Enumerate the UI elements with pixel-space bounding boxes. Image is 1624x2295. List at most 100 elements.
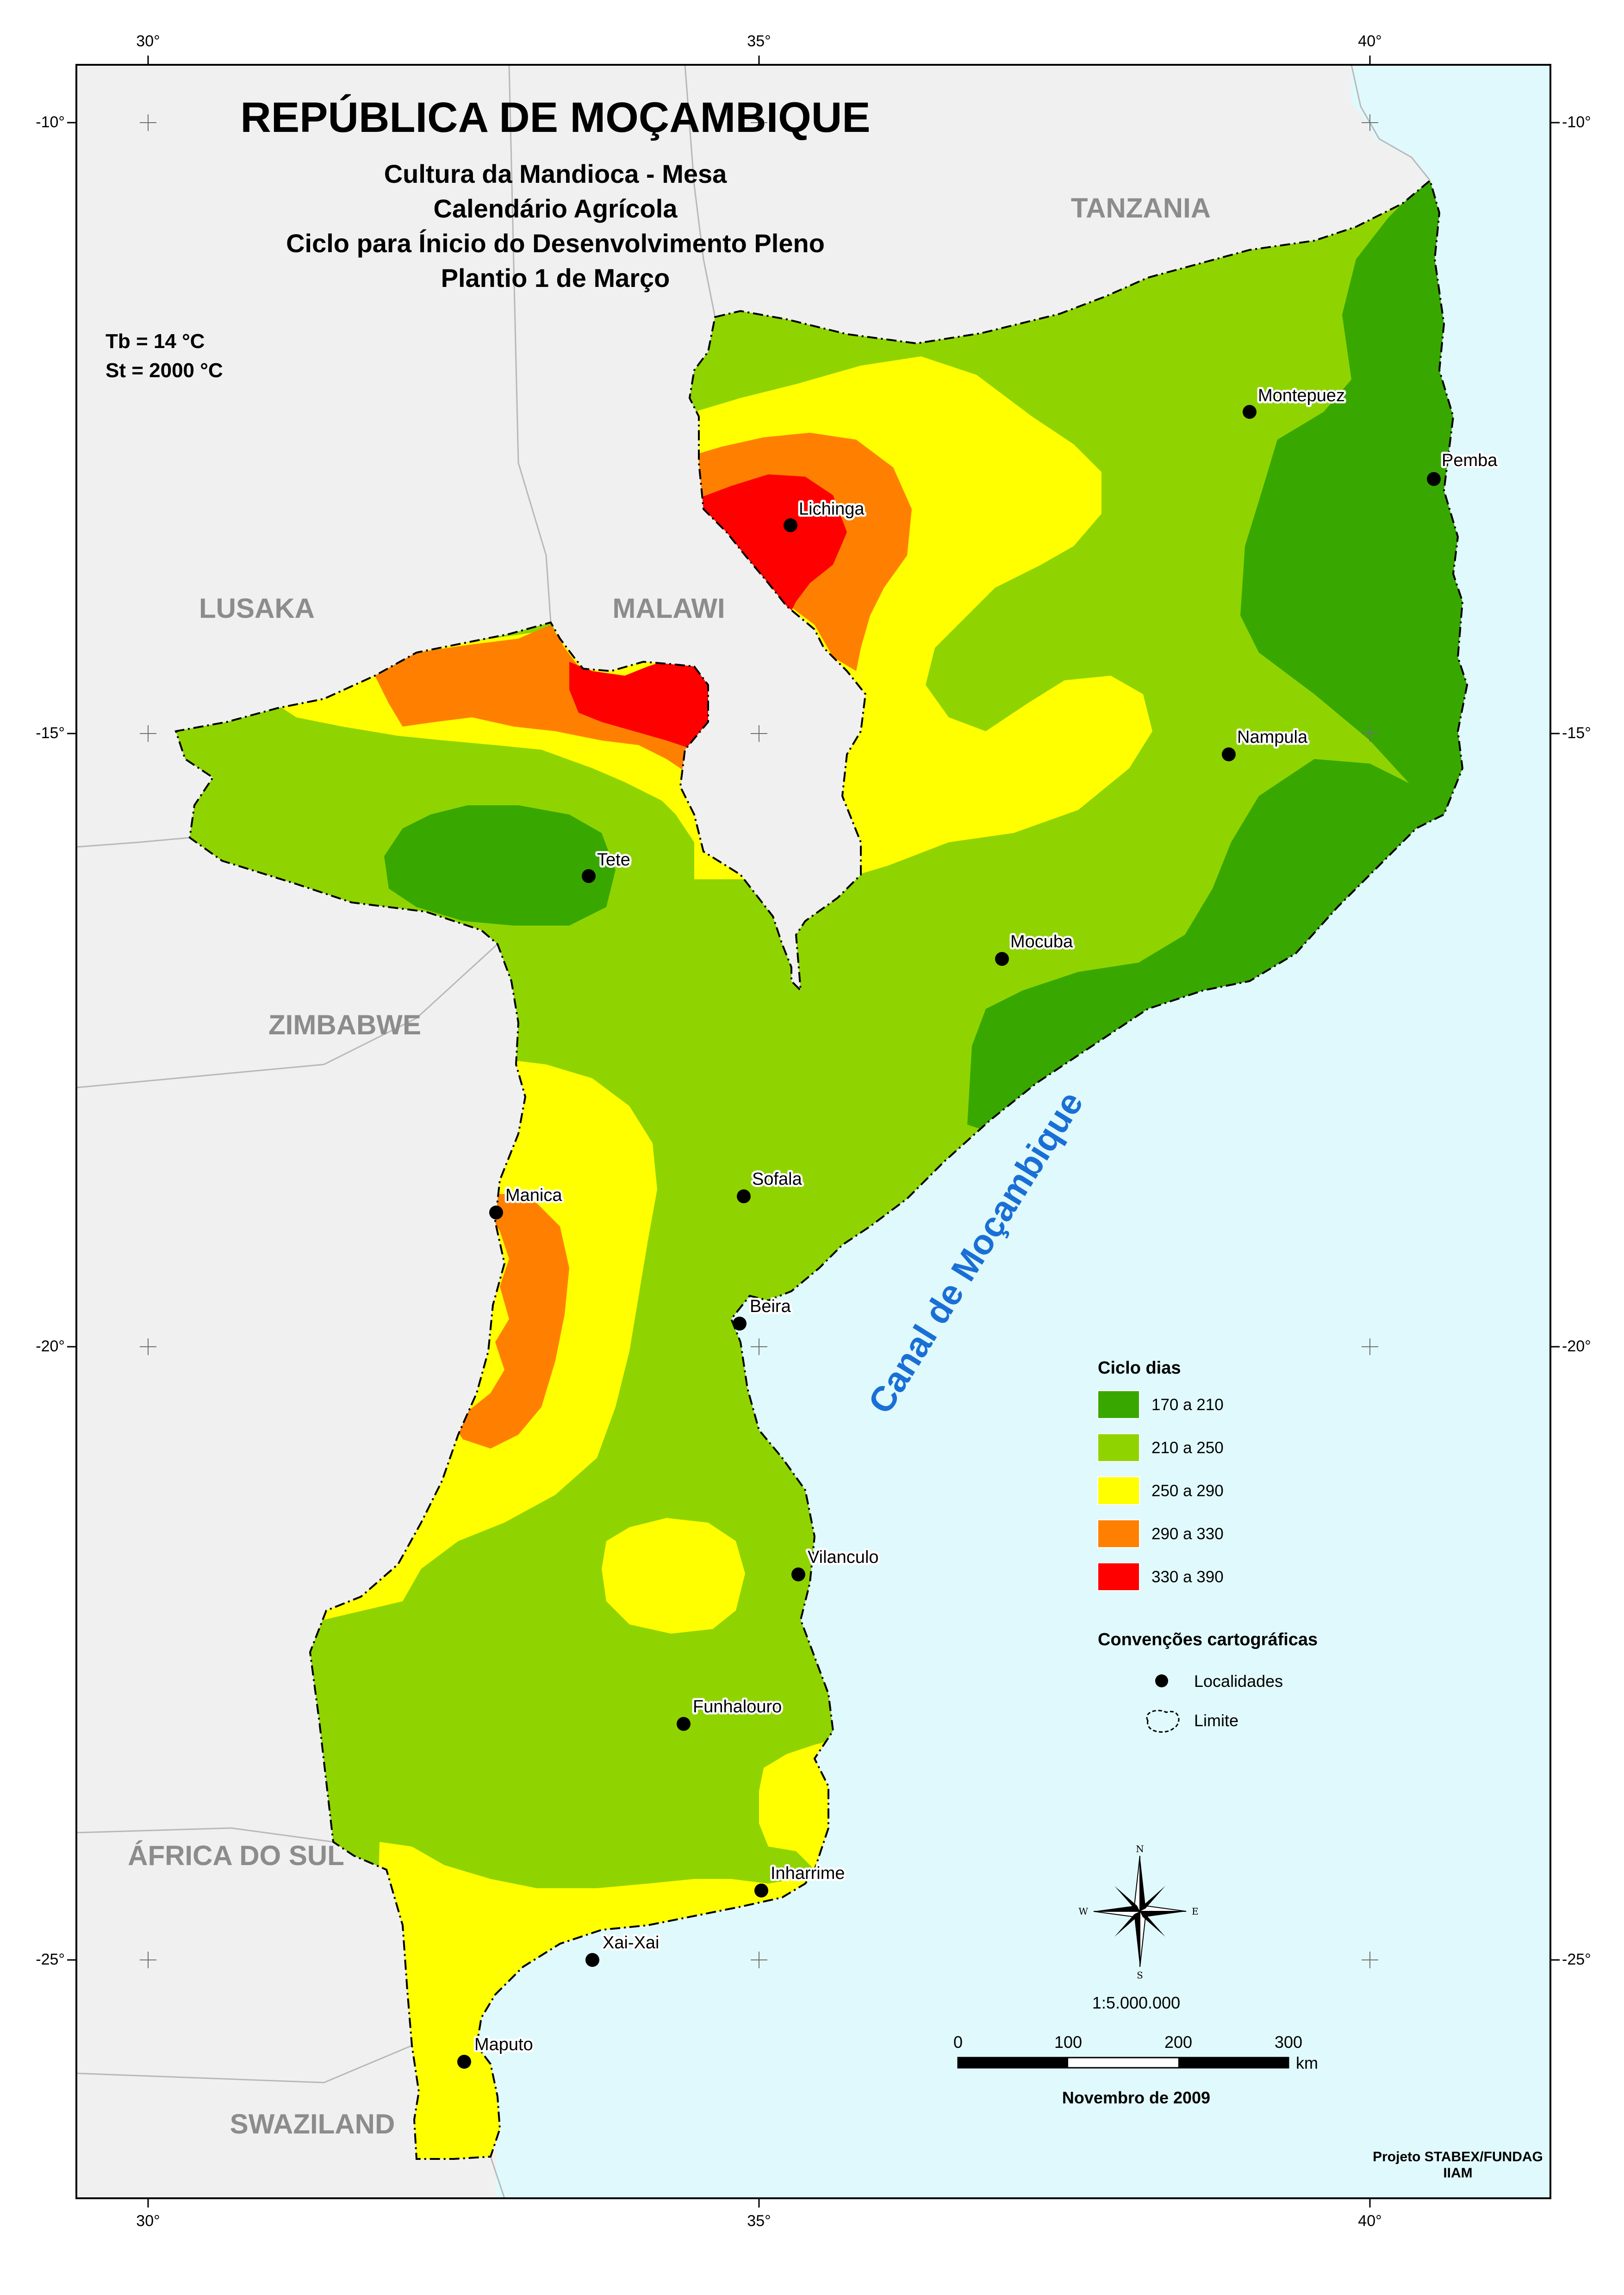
graticule-cross bbox=[751, 1952, 767, 1968]
label-malawi: MALAWI bbox=[612, 593, 725, 624]
label-africa-do-sul: ÁFRICA DO SUL bbox=[128, 1840, 344, 1871]
graticule-cross bbox=[1362, 1338, 1378, 1355]
legend-class-330-390: 330 a 390 bbox=[1097, 1562, 1224, 1591]
legend-class-170-210: 170 a 210 bbox=[1097, 1390, 1224, 1419]
zone-330-390-tete-north bbox=[569, 657, 713, 759]
convention-localidades: Localidades bbox=[1155, 1672, 1283, 1691]
axis-right-20: -20° bbox=[1562, 1337, 1591, 1355]
axis-right-25: -25° bbox=[1562, 1951, 1591, 1968]
axis-bottom-30: 30° bbox=[136, 2212, 160, 2230]
graticule-cross bbox=[1362, 114, 1378, 131]
locality-montepuez: Montepuez bbox=[1243, 384, 1347, 419]
graticule-cross bbox=[1362, 1952, 1378, 1968]
map-title: REPÚBLICA DE MOÇAMBIQUE bbox=[240, 93, 870, 141]
locality-pemba: Pemba bbox=[1427, 449, 1500, 486]
locality-label: Funhalouro bbox=[693, 1697, 782, 1717]
scale-bar-segment-3 bbox=[1178, 2058, 1288, 2068]
axis-top-40: 40° bbox=[1358, 32, 1381, 50]
zone-250-290-vilanculo bbox=[602, 1518, 745, 1634]
scale-bar-segment-1 bbox=[958, 2058, 1068, 2068]
label-swaziland: SWAZILAND bbox=[230, 2108, 395, 2140]
graticule-cross bbox=[140, 1952, 156, 1968]
locality-xai-xai: Xai-Xai bbox=[585, 1931, 661, 1967]
title-block: REPÚBLICA DE MOÇAMBIQUE Cultura da Mandi… bbox=[106, 93, 871, 382]
locality-label: Nampula bbox=[1237, 728, 1308, 747]
zone-170-210-tete bbox=[384, 805, 616, 926]
conventions-title: Convenções cartográficas bbox=[1098, 1630, 1318, 1649]
axis-bottom-40: 40° bbox=[1358, 2212, 1381, 2230]
graticule-cross bbox=[751, 114, 767, 131]
localities: Montepuez Pemba Lichinga Nampula Tete Mo… bbox=[457, 384, 1500, 2069]
locality-label: Inharrime bbox=[771, 1864, 845, 1883]
convention-label: Limite bbox=[1194, 1711, 1238, 1730]
locality-maputo: Maputo bbox=[457, 2033, 535, 2069]
scale-tick-0: 0 bbox=[953, 2033, 963, 2052]
locality-vilanculo: Vilanculo bbox=[791, 1546, 881, 1581]
legend-class-label: 170 a 210 bbox=[1151, 1396, 1224, 1414]
compass-s: S bbox=[1137, 1970, 1143, 1981]
scale-tick-200: 200 bbox=[1164, 2033, 1192, 2052]
compass-e: E bbox=[1192, 1906, 1199, 1917]
locality-inharrime: Inharrime bbox=[754, 1862, 847, 1897]
credit-line-2: IIAM bbox=[1443, 2165, 1472, 2181]
zone-330-390-lichinga bbox=[694, 474, 847, 620]
compass-rose: N S E W bbox=[1078, 1843, 1198, 1981]
scale-block: 1:5.000.000 0 100 200 300 km Novembro de… bbox=[953, 1993, 1318, 2107]
axis-right-15: -15° bbox=[1562, 724, 1591, 742]
map-date: Novembro de 2009 bbox=[1062, 2088, 1210, 2107]
locality-label: Montepuez bbox=[1258, 386, 1345, 405]
subtitle-line-1: Cultura da Mandioca - Mesa bbox=[384, 159, 727, 188]
graticule-cross bbox=[751, 725, 767, 742]
border-tanzania-malawi bbox=[76, 65, 1431, 2198]
label-tanzania: TANZANIA bbox=[1071, 193, 1211, 224]
compass-w: W bbox=[1078, 1906, 1088, 1917]
sea-area bbox=[477, 65, 1550, 2198]
compass-n: N bbox=[1136, 1843, 1144, 1854]
subtitle-line-3: Ciclo para Ínicio do Desenvolvimento Ple… bbox=[286, 229, 825, 258]
subtitle-line-4: Plantio 1 de Março bbox=[441, 263, 670, 292]
locality-funhalouro: Funhalouro bbox=[677, 1695, 784, 1731]
axis-right-10: -10° bbox=[1562, 113, 1591, 131]
country-labels: TANZANIA LUSAKA MALAWI ZIMBABWE ÁFRICA D… bbox=[128, 193, 1211, 2140]
axis-top-30: 30° bbox=[136, 32, 160, 50]
locality-label: Beira bbox=[750, 1297, 791, 1316]
label-zimbabwe: ZIMBABWE bbox=[268, 1009, 421, 1040]
scale-tick-100: 100 bbox=[1054, 2033, 1082, 2052]
param-tb: Tb = 14 °C bbox=[106, 330, 205, 353]
convention-limite: Limite bbox=[1146, 1710, 1238, 1733]
locality-mocuba: Mocuba bbox=[995, 930, 1076, 966]
subtitle-line-2: Calendário Agrícola bbox=[434, 194, 678, 223]
graticule-cross bbox=[140, 1338, 156, 1355]
legend-class-label: 290 a 330 bbox=[1151, 1525, 1224, 1543]
axis-labels: 30° 35° 40° 30° 35° 40° -10° -15° -20° -… bbox=[36, 32, 1591, 2230]
legend-title: Ciclo dias bbox=[1098, 1358, 1181, 1378]
zone-250-290-inharrime bbox=[759, 1740, 833, 1874]
graticule-cross bbox=[140, 114, 156, 131]
legend-class-label: 330 a 390 bbox=[1151, 1568, 1224, 1586]
axis-left-15: -15° bbox=[36, 724, 65, 742]
credit-line-1: Projeto STABEX/FUNDAG bbox=[1373, 2149, 1543, 2164]
locality-label: Maputo bbox=[474, 2035, 533, 2054]
locality-tete: Tete bbox=[582, 848, 632, 883]
locality-beira: Beira bbox=[733, 1295, 793, 1331]
locality-label: Sofala bbox=[752, 1169, 803, 1189]
graticule-cross bbox=[140, 725, 156, 742]
zone-290-330-tete-north bbox=[370, 625, 717, 787]
axis-left-25: -25° bbox=[36, 1951, 65, 1968]
scale-ratio: 1:5.000.000 bbox=[1092, 1993, 1180, 2012]
locality-label: Manica bbox=[505, 1186, 562, 1205]
param-st: St = 2000 °C bbox=[106, 359, 223, 382]
locality-label: Mocuba bbox=[1010, 932, 1073, 952]
locality-label: Lichinga bbox=[799, 499, 865, 519]
locality-nampula: Nampula bbox=[1222, 726, 1310, 761]
legend-class-250-290: 250 a 290 bbox=[1097, 1476, 1224, 1505]
zone-170-210-northeast bbox=[1240, 180, 1467, 824]
graticule-cross bbox=[1362, 725, 1378, 742]
graticule bbox=[67, 56, 1560, 2208]
locality-label: Tete bbox=[597, 850, 630, 870]
locality-manica: Manica bbox=[489, 1184, 565, 1219]
scale-unit: km bbox=[1296, 2053, 1318, 2072]
scale-tick-300: 300 bbox=[1275, 2033, 1302, 2052]
